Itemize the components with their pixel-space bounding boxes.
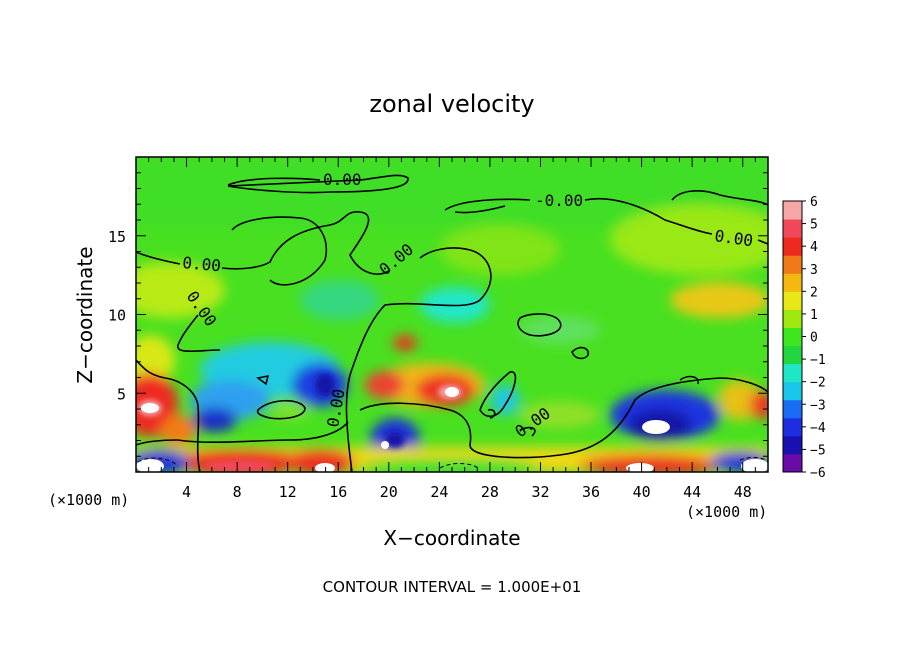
colorbar-swatch bbox=[783, 273, 802, 292]
colorbar-tick-label: 0 bbox=[810, 331, 818, 346]
contour-lines bbox=[136, 174, 768, 472]
contour-interval-note: CONTOUR INTERVAL = 1.000E+01 bbox=[323, 578, 582, 596]
colorbar-swatch bbox=[783, 291, 802, 310]
y-tick-label: 10 bbox=[108, 307, 126, 325]
x-tick-label: 32 bbox=[531, 483, 549, 501]
colorbar-tick-label: 3 bbox=[810, 263, 818, 278]
x-tick-label: 20 bbox=[380, 483, 398, 501]
x-tick-label: 4 bbox=[182, 483, 191, 501]
colorbar-tick-label: −5 bbox=[810, 443, 826, 458]
x-axis-title: X−coordinate bbox=[383, 526, 520, 550]
colorbar-tick-label: 5 bbox=[810, 218, 818, 233]
x-tick-label: 44 bbox=[683, 483, 701, 501]
x-tick-label: 36 bbox=[582, 483, 600, 501]
colorbar-tick-label: −6 bbox=[810, 466, 826, 481]
colorbar: 6 5 4 3 2 1 0 −1 −2 −3 −4 −5 −6 bbox=[782, 195, 826, 481]
colorbar-swatch bbox=[783, 255, 802, 274]
colorbar-swatch bbox=[783, 417, 802, 437]
colorbar-tick-label: −2 bbox=[810, 376, 826, 391]
colorbar-swatch bbox=[783, 453, 802, 473]
x-tick-label: 16 bbox=[329, 483, 347, 501]
x-tick-label: 40 bbox=[633, 483, 651, 501]
colorbar-tick-label: −1 bbox=[810, 353, 826, 368]
colorbar-swatch bbox=[783, 237, 802, 256]
colorbar-swatch bbox=[783, 309, 802, 328]
colorbar-swatch bbox=[783, 327, 802, 347]
x-unit-label-left: (×1000 m) bbox=[48, 491, 129, 509]
y-tick-label: 5 bbox=[117, 385, 126, 403]
x-tick-label: 28 bbox=[481, 483, 499, 501]
colorbar-tick-label: 2 bbox=[810, 285, 818, 300]
colorbar-swatch bbox=[783, 201, 802, 220]
colorbar-swatch bbox=[783, 435, 802, 455]
colorbar-swatch bbox=[783, 381, 802, 401]
chart-title: zonal velocity bbox=[369, 90, 534, 118]
colorbar-swatch bbox=[783, 219, 802, 238]
colorbar-tick-label: 4 bbox=[810, 240, 818, 255]
colorbar-swatch bbox=[783, 363, 802, 383]
x-unit-label-right: (×1000 m) bbox=[686, 503, 767, 521]
x-tick-label: 48 bbox=[734, 483, 752, 501]
y-axis-title: Z−coordinate bbox=[73, 246, 97, 383]
x-tick-label: 8 bbox=[233, 483, 242, 501]
colorbar-tick-label: −3 bbox=[810, 398, 826, 413]
heatmap-field bbox=[136, 157, 768, 472]
colorbar-tick-label: 6 bbox=[810, 195, 818, 210]
contour-label: 0.00 bbox=[323, 170, 362, 189]
colorbar-tick-label: 1 bbox=[810, 308, 818, 323]
x-tick-label: 24 bbox=[430, 483, 448, 501]
x-tick-label: 12 bbox=[279, 483, 297, 501]
contour-label: 0.00 bbox=[182, 253, 222, 275]
colorbar-swatch bbox=[783, 399, 802, 419]
contour-label: -0.00 bbox=[535, 191, 583, 210]
colorbar-swatch bbox=[783, 345, 802, 365]
colorbar-tick-label: −4 bbox=[810, 421, 826, 436]
y-tick-label: 15 bbox=[108, 228, 126, 246]
